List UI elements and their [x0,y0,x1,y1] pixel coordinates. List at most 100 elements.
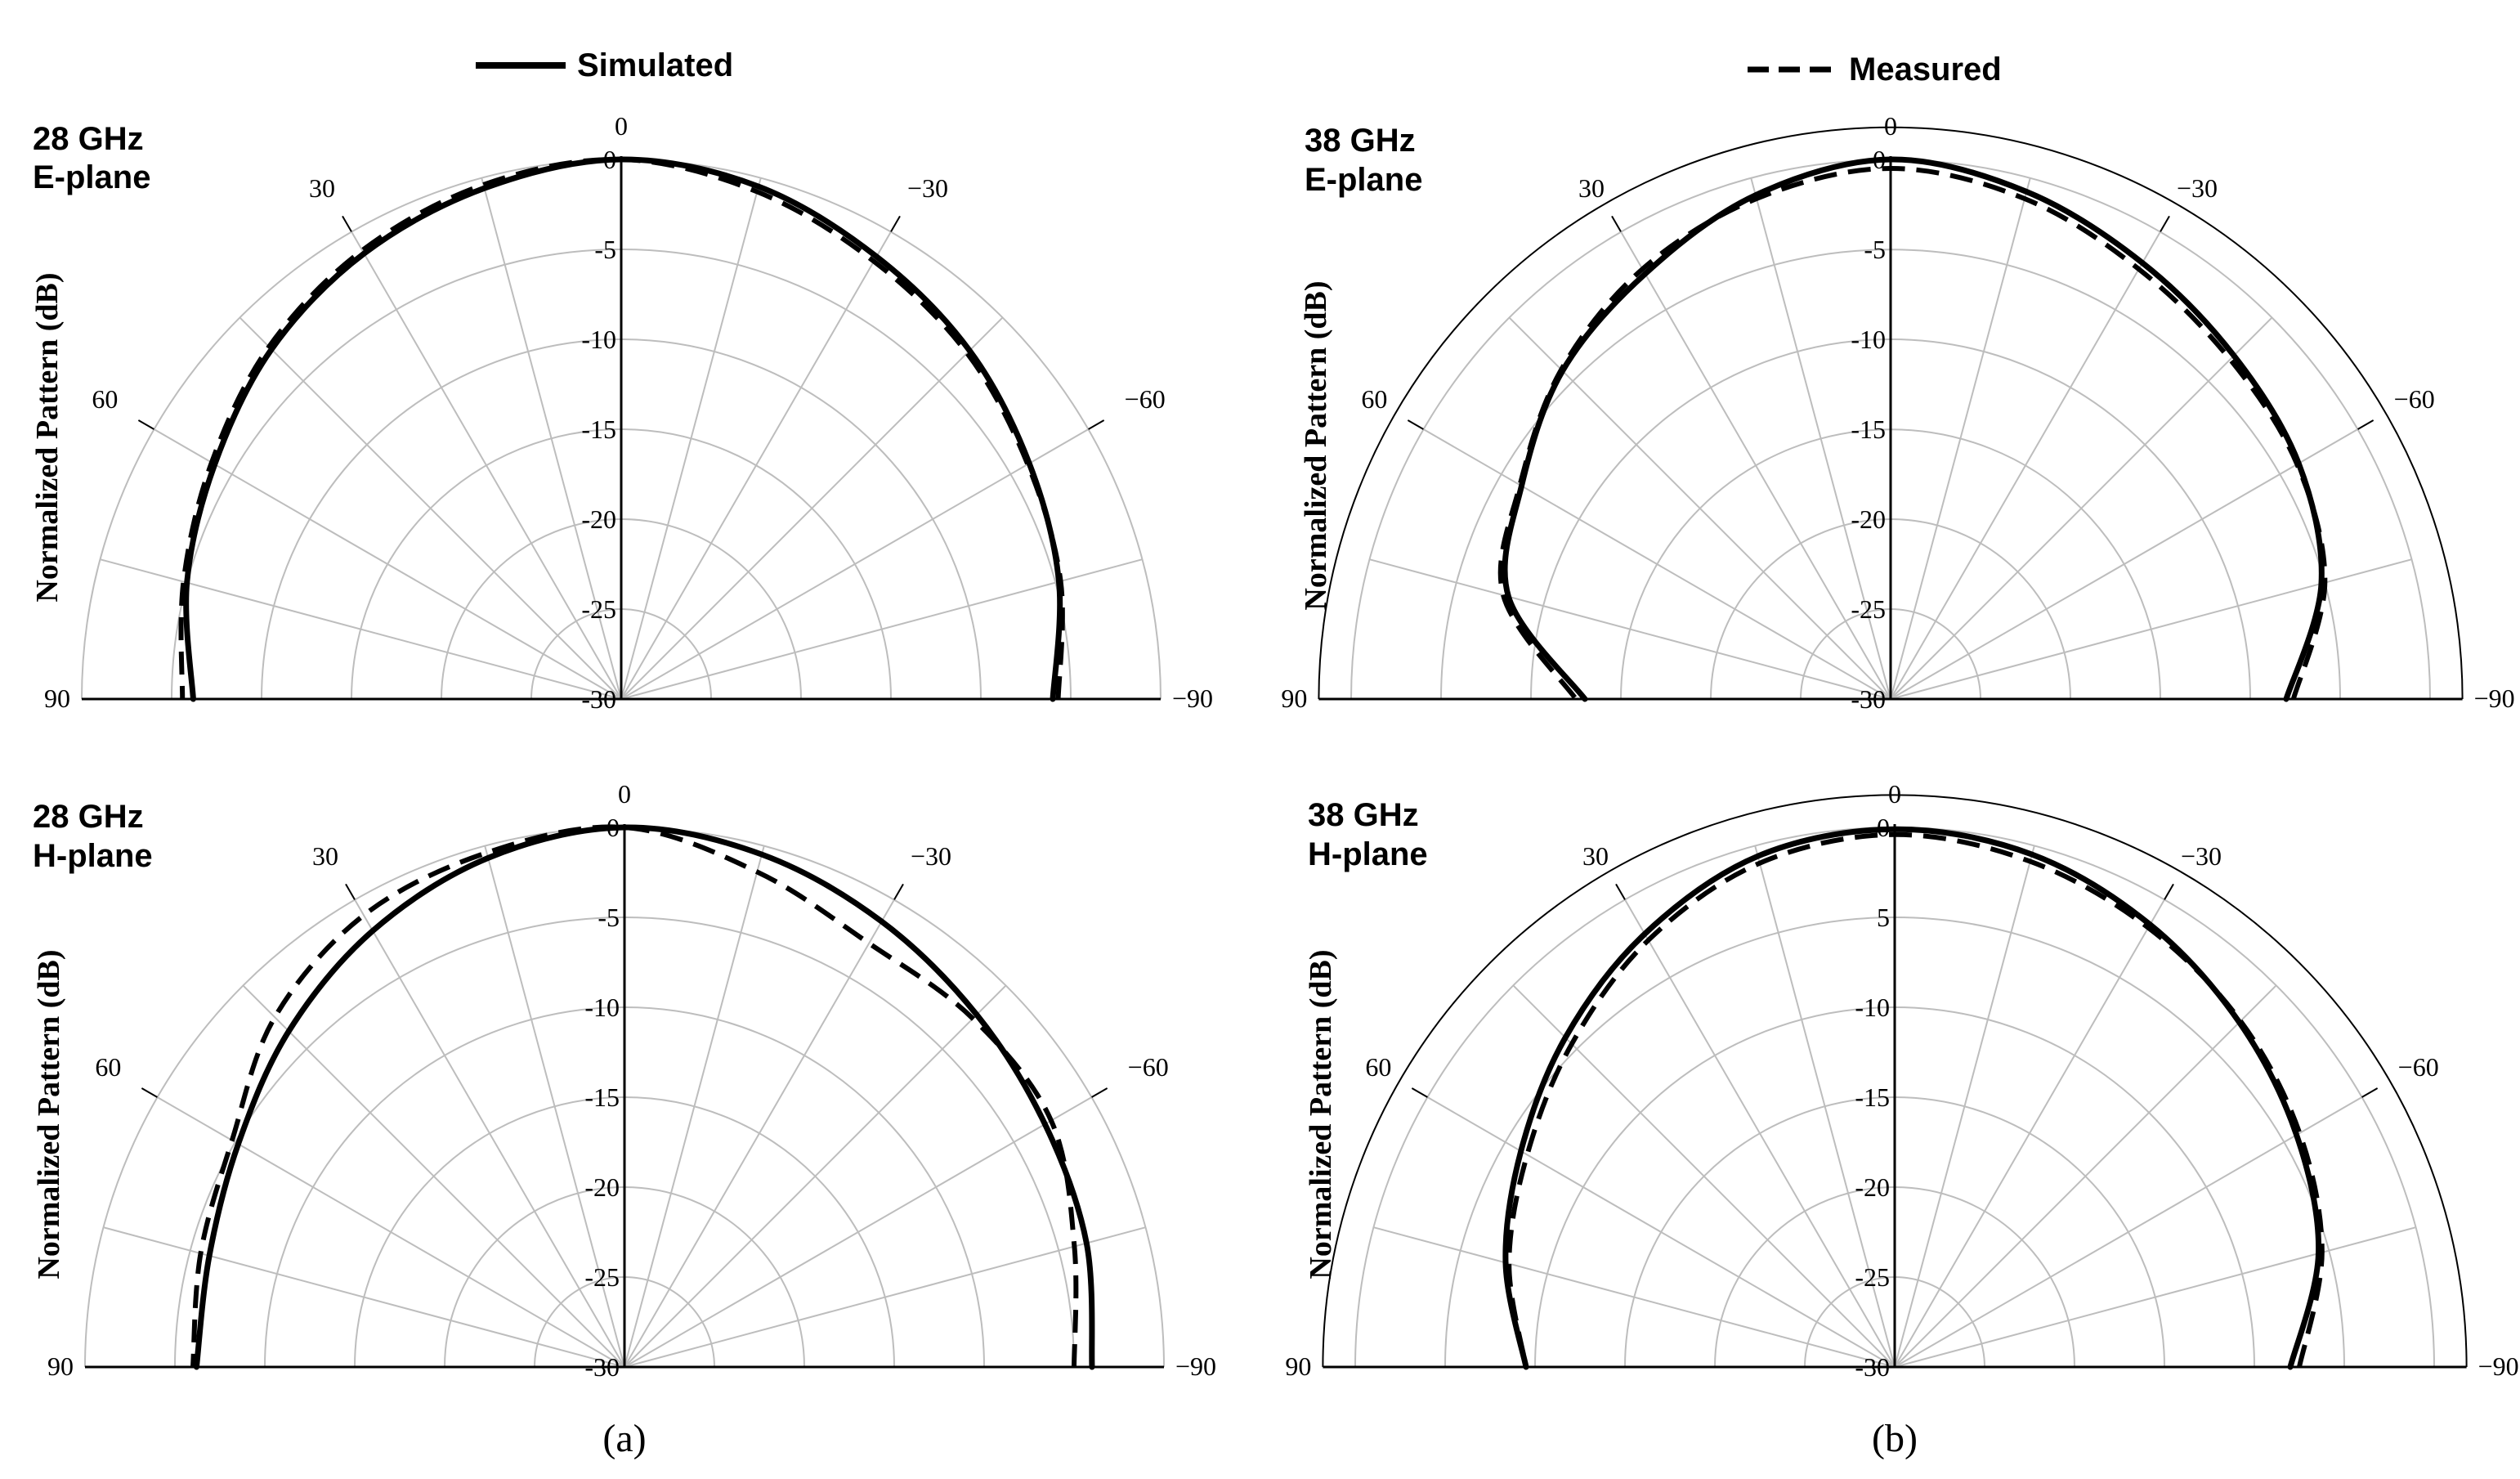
grid-spoke [1894,1226,2416,1368]
radial-tick-label: -30 [581,684,616,714]
grid-spoke [1426,1096,1896,1368]
grid-spoke [1754,845,1896,1368]
grid-spoke [1620,231,1891,700]
radial-tick-label: -5 [1864,235,1886,264]
angle-label-30: 30 [312,841,338,871]
angle-label-30: 30 [309,173,335,203]
angle-label-minus-60: −60 [1128,1052,1169,1082]
radial-tick-label: 5 [1877,903,1890,932]
angle-label-minus-60: −60 [2394,384,2435,414]
grid-spoke [624,1096,1093,1368]
grid-spoke [239,316,622,700]
radial-tick-labels: 0 -5 -10 -15 -20 -25 -30 [584,813,620,1382]
angle-label-minus-30: −30 [907,173,948,203]
angle-tick-labels: 0 30 −30 60 −60 90 −90 [1285,779,2518,1381]
radial-tick-label: -15 [581,415,616,444]
grid-spoke [620,316,1004,700]
angle-tick-labels: 0 30 −30 60 −60 90 −90 [1281,111,2514,713]
grid-spoke [1508,316,1891,700]
radial-tick-label: -30 [1855,1352,1890,1382]
angle-tick-mark [1407,419,1424,430]
grid-spoke [1890,558,2412,700]
panel-title-plane: H-plane [33,838,153,874]
legend-simulated-label: Simulated [577,47,733,83]
angle-tick-mark [2357,419,2375,430]
radial-tick-labels: 0 -5 -10 -15 -20 -25 -30 [1851,145,1886,714]
angle-tick-mark [2164,883,2174,900]
angle-label-minus-90: −90 [2474,683,2515,713]
angle-label-0: 0 [1884,111,1897,141]
grid-spoke [100,558,622,700]
angle-tick-mark [1091,1087,1108,1098]
angle-label-30: 30 [1582,841,1609,871]
angle-label-minus-30: −30 [911,841,951,871]
panel-38ghz-e-plane: 38 GHz E-plane Normalized Pattern (dB) 0… [1281,111,2514,714]
angle-label-minus-90: −90 [1172,683,1213,713]
measured-pattern-line [178,156,1065,700]
radial-tick-label: -10 [581,325,616,354]
angle-label-minus-60: −60 [2398,1052,2439,1082]
grid-spoke [620,231,892,700]
panel-title-freq: 38 GHz [1308,797,1419,833]
grid-spoke [624,845,765,1368]
angle-tick-mark [2160,215,2170,232]
grid-spoke [1422,428,1891,700]
grid-spoke [1894,899,2165,1368]
measured-pattern-line [190,824,1079,1368]
radial-tick-label: -15 [1851,415,1886,444]
angle-label-0: 0 [618,779,631,809]
caption-a: (a) [602,1417,646,1460]
panel-title-plane: H-plane [1308,836,1428,872]
radial-tick-label: -5 [594,235,616,264]
radial-tick-label: -20 [1851,504,1886,534]
panel-title-plane: E-plane [1305,162,1422,198]
y-axis-label: Normalized Pattern (dB) [30,272,65,602]
angle-tick-mark [1611,215,1622,232]
angle-label-90: 90 [1281,683,1307,713]
grid-spoke [481,177,622,700]
panel-title-freq: 28 GHz [33,799,144,835]
grid-spoke [156,1096,625,1368]
angle-label-90: 90 [44,683,70,713]
radial-tick-label: -10 [584,993,620,1022]
radial-tick-label: -20 [584,1172,620,1202]
panel-title-freq: 28 GHz [33,121,144,157]
panel-28ghz-h-plane: 28 GHz H-plane Normalized Pattern (dB) 0… [32,779,1216,1382]
grid-spoke [1890,316,2273,700]
grid-spoke [1894,984,2277,1368]
angle-label-90: 90 [1285,1351,1311,1381]
simulated-pattern-line [1502,156,2325,702]
radial-tick-label: -25 [1855,1262,1890,1292]
angle-label-minus-60: −60 [1125,384,1166,414]
grid-spoke [1750,177,1891,700]
polar-grid [81,156,1162,701]
grid-spoke [1512,984,1896,1368]
y-axis-label: Normalized Pattern (dB) [32,949,66,1279]
angle-tick-mark [890,215,901,232]
grid-spoke [153,428,622,700]
y-axis-label: Normalized Pattern (dB) [1304,949,1338,1279]
grid-spoke [351,231,622,700]
polar-grid [1322,794,2468,1369]
simulated-pattern-line [1502,826,2322,1370]
angle-label-30: 30 [1578,173,1605,203]
grid-spoke [1373,1226,1896,1368]
angle-label-60: 60 [1361,384,1387,414]
angle-tick-mark [1615,883,1626,900]
panel-28ghz-e-plane: 28 GHz E-plane Normalized Pattern (dB) 0… [30,111,1213,714]
angle-label-60: 60 [92,384,118,414]
angle-label-0: 0 [615,111,628,141]
outer-ring [1318,126,2464,700]
angle-label-60: 60 [95,1052,121,1082]
angle-tick-mark [342,215,352,232]
angle-label-minus-90: −90 [1175,1351,1216,1381]
grid-spoke [1890,177,2031,700]
grid-spoke [1369,558,1891,700]
measured-pattern-line [1497,166,2328,701]
radial-tick-label: -30 [584,1352,620,1382]
outer-ring [1322,794,2468,1368]
grid-spoke [1894,845,2035,1368]
angle-tick-mark [345,883,356,900]
radial-tick-label: -20 [581,504,616,534]
